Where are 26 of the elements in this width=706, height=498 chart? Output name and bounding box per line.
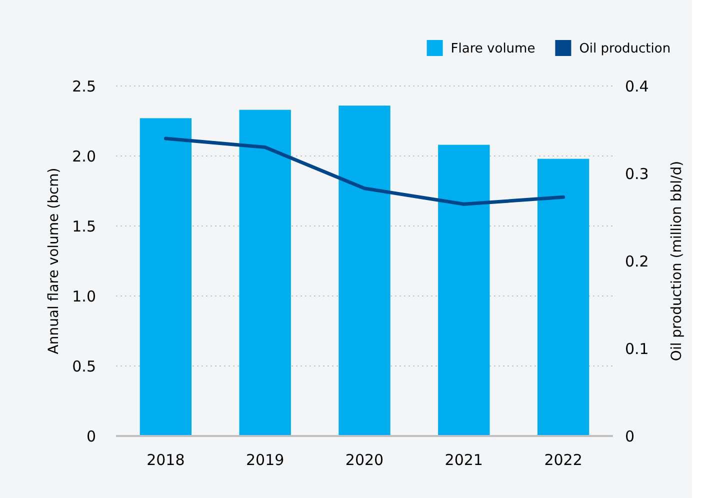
bar: [438, 144, 490, 436]
y2-tick-label: 0.4: [625, 77, 649, 96]
bar: [140, 118, 192, 436]
y-tick-label: 1.5: [72, 217, 96, 236]
y2-axis-title: Oil production (million bbl/d): [669, 160, 685, 362]
bar: [239, 110, 291, 436]
x-tick-label: 2018: [146, 451, 185, 469]
y2-tick-label: 0.3: [625, 164, 649, 183]
x-tick-label: 2019: [246, 451, 284, 469]
y2-tick-label: 0.1: [625, 340, 649, 358]
x-tick-label: 2020: [345, 451, 384, 469]
y-axis-title: Annual flare volume (bcm): [46, 168, 62, 354]
y2-tick-label: 0: [625, 427, 635, 446]
y-tick-label: 1.0: [72, 287, 96, 306]
y-tick-label: 0.5: [72, 357, 96, 376]
bar: [338, 106, 390, 436]
bar: [537, 158, 590, 436]
line-series: [164, 136, 566, 206]
x-tick-label: 2021: [444, 451, 483, 469]
legend-label: Flare volume: [450, 42, 536, 57]
legend-label: Oil production: [579, 42, 671, 57]
y2-tick-label: 0.2: [625, 252, 649, 270]
y-tick-label: 2.0: [72, 147, 96, 166]
y-tick-label: 0: [86, 427, 96, 446]
y-tick-label: 2.5: [72, 77, 96, 96]
x-tick-label: 2022: [544, 451, 582, 469]
